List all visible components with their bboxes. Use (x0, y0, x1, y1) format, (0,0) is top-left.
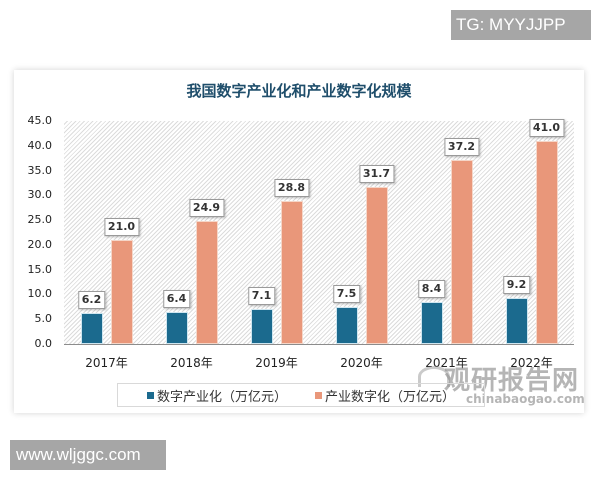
legend-swatch-icon (315, 391, 322, 399)
data-label: 6.2 (77, 291, 106, 310)
x-tick-label: 2018年 (170, 356, 213, 370)
y-tick-label: 5.0 (34, 312, 53, 326)
bar-series1 (450, 159, 473, 344)
legend-label: 数字产业化（万亿元） (156, 389, 287, 405)
x-tick-label: 2019年 (255, 356, 298, 370)
x-tick-label: 2020年 (340, 356, 383, 370)
brand-domain: chinabaogao.com (466, 392, 585, 406)
y-tick-label: 40.0 (27, 138, 53, 152)
brand-watermark: 观研报告网 chinabaogao.com (418, 360, 585, 406)
bar-series0 (505, 298, 528, 344)
watermark-bottom-left: www.wljggc.com (10, 440, 166, 470)
data-label: 21.0 (103, 217, 140, 236)
legend-swatch-icon (146, 391, 154, 399)
brand-logo-icon (418, 366, 450, 387)
legend-item-series0: 数字产业化（万亿元） (146, 386, 287, 405)
y-tick-label: 10.0 (27, 287, 53, 301)
x-tick-label: 2017年 (85, 356, 128, 370)
brand-name: 观研报告网 (444, 366, 580, 396)
legend: 数字产业化（万亿元） 产业数字化（万亿元） (117, 383, 485, 407)
watermark-top-right: TG: MYYJJPP (451, 10, 591, 40)
bar-series0 (335, 306, 358, 344)
bar-series1 (365, 186, 388, 344)
bar-series0 (80, 313, 103, 344)
y-tick-label: 35.0 (27, 163, 53, 177)
y-tick-label: 25.0 (27, 213, 53, 227)
data-label: 9.2 (502, 276, 531, 295)
data-label: 7.1 (247, 286, 276, 305)
y-tick-label: 0.0 (34, 337, 53, 350)
y-tick-label: 30.0 (27, 188, 53, 202)
bar-series1 (110, 239, 133, 344)
bar-series0 (165, 312, 188, 344)
bar-series0 (420, 302, 443, 344)
legend-label: 产业数字化（万亿元） (325, 389, 456, 405)
bar-series0 (250, 308, 273, 344)
data-label: 37.2 (443, 137, 480, 156)
chart-title: 我国数字产业化和产业数字化规模 (186, 82, 412, 100)
x-tick-label: 2022年 (510, 356, 553, 370)
data-label: 24.9 (188, 198, 225, 217)
chart-card: 我国数字产业化和产业数字化规模 0.0 5.0 10.0 15.0 20.0 25.0 30… (14, 70, 585, 413)
y-tick-label: 15.0 (27, 262, 53, 276)
y-tick-label: 20.0 (27, 237, 53, 251)
legend-item-series1: 产业数字化（万亿元） (315, 386, 455, 405)
bar-series1 (280, 201, 303, 344)
data-label: 31.7 (358, 164, 395, 183)
data-label: 41.0 (528, 118, 565, 137)
bar-series1 (535, 140, 558, 344)
plot-area (64, 121, 574, 345)
bar-series1 (195, 220, 218, 344)
data-label: 6.4 (162, 290, 191, 309)
data-label: 8.4 (417, 280, 446, 299)
data-label: 28.8 (273, 179, 310, 198)
y-tick-label: 45.0 (27, 114, 53, 127)
data-label: 7.5 (332, 284, 361, 303)
